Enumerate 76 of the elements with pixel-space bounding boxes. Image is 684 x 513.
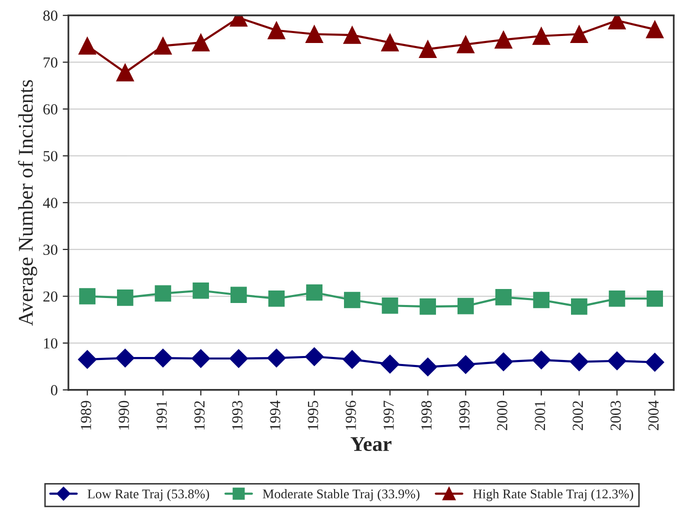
point [381, 34, 399, 52]
point [267, 348, 286, 368]
point [268, 290, 285, 307]
point [533, 292, 550, 308]
point [116, 290, 134, 306]
y-tick-label: 50 [44, 150, 58, 162]
point [344, 292, 360, 308]
x-axis-title: Year [350, 437, 392, 452]
point [78, 350, 97, 369]
x-tick-label: 2001 [534, 401, 546, 430]
y-tick-label: 60 [43, 104, 58, 114]
x-tick-label: 1995 [308, 400, 318, 430]
x-tick-label: 1999 [459, 400, 470, 430]
x-tick-label: 1998 [421, 400, 432, 430]
point [342, 350, 362, 369]
point [79, 288, 96, 304]
point [78, 36, 96, 55]
x-tick-label: 1994 [270, 400, 280, 430]
x-tick-label: 1996 [346, 400, 356, 430]
point [116, 348, 135, 368]
point [191, 349, 210, 368]
legend-label: Low Rate Traj (53.8%) [88, 489, 210, 502]
point [646, 290, 663, 307]
point [494, 352, 513, 372]
point [495, 289, 512, 306]
y-tick-label: 70 [44, 57, 58, 68]
x-tick-label: 1997 [384, 400, 394, 430]
point [268, 22, 286, 40]
x-tick-label: 1992 [194, 401, 205, 430]
x-tick-label: 1993 [232, 400, 242, 430]
point [570, 352, 589, 372]
point [192, 34, 210, 52]
x-tick-label: 1989 [80, 400, 92, 430]
point [154, 348, 172, 368]
point [305, 25, 324, 43]
point [457, 298, 474, 314]
point [306, 284, 322, 301]
y-tick-label: 10 [44, 338, 58, 349]
legend-label: High Rate Stable Traj (12.3%) [473, 489, 634, 502]
point [532, 350, 551, 370]
point [382, 297, 398, 314]
y-axis-title: Average Number of Incidents [18, 80, 38, 326]
point [229, 349, 248, 368]
point [494, 30, 512, 49]
y-tick-label: 30 [43, 244, 58, 255]
point [570, 298, 588, 315]
point [645, 352, 664, 372]
point [304, 347, 324, 366]
y-tick-label: 40 [43, 198, 58, 208]
point [646, 20, 664, 38]
point [418, 358, 438, 376]
point [343, 26, 362, 44]
x-tick-label: 2004 [648, 400, 659, 430]
y-tick-label: 20 [43, 291, 58, 302]
x-tick-label: 2000 [497, 400, 508, 430]
x-tick-label: 2003 [610, 400, 621, 430]
point [456, 36, 475, 54]
point [154, 36, 172, 55]
point [380, 354, 400, 374]
x-tick-label: 1991 [156, 401, 167, 430]
point [418, 40, 437, 58]
point [456, 355, 476, 374]
x-tick-label: 2002 [572, 401, 583, 430]
y-tick-label: 80 [43, 10, 58, 21]
point [230, 286, 247, 304]
point [116, 64, 134, 82]
point [532, 27, 550, 45]
x-tick-label: 1990 [118, 400, 129, 430]
legend-label: Moderate Stable Traj (33.9%) [262, 489, 420, 502]
point [608, 352, 626, 370]
y-tick-label: 0 [50, 385, 58, 396]
point [570, 25, 588, 43]
point [154, 285, 172, 302]
point [608, 290, 626, 307]
point [420, 298, 436, 315]
point [192, 282, 209, 299]
